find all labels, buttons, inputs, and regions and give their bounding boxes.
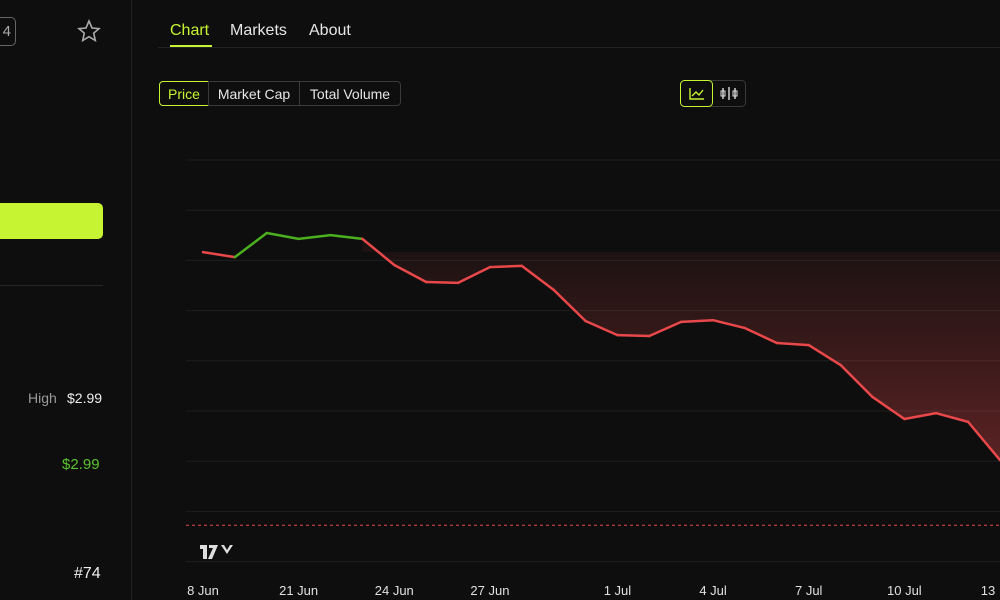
line-segment — [361, 237, 396, 267]
line-segment — [297, 233, 332, 241]
area — [362, 238, 1000, 461]
line-segment — [201, 250, 237, 259]
price: $2.99 — [62, 456, 100, 473]
action-button[interactable] — [0, 203, 103, 239]
x-tick-label: 7 Jul — [795, 583, 823, 598]
line-segment — [233, 231, 269, 259]
x-tick-label: 1 Jul — [604, 583, 632, 598]
tradingview-logo — [200, 545, 233, 559]
x-tick-label: 13 — [981, 583, 995, 598]
line-segment — [775, 341, 810, 347]
line-segment — [648, 320, 683, 338]
chart-mode-toggle[interactable] — [680, 80, 746, 107]
divider — [0, 285, 103, 286]
x-tick-label: 8 Jun — [187, 583, 219, 598]
line-segment — [552, 288, 587, 323]
line-segment — [584, 319, 619, 337]
line-segment — [520, 264, 555, 292]
line-segment — [903, 411, 938, 421]
rank: #74 — [74, 565, 101, 582]
x-tick-label: 27 Jun — [470, 583, 509, 598]
line-segment — [966, 420, 1000, 462]
line-segment — [424, 280, 460, 285]
line-segment — [265, 231, 300, 241]
line-segment — [679, 318, 715, 324]
star-icon[interactable] — [77, 19, 101, 43]
line-segment — [711, 318, 747, 330]
high-value: $2.99 — [67, 390, 103, 406]
metric-button[interactable]: Total Volume — [299, 81, 401, 106]
x-tick-label: 4 Jul — [699, 583, 727, 598]
line-segment — [488, 264, 524, 269]
x-tick-label: 10 Jul — [887, 583, 922, 598]
tab[interactable]: Chart — [170, 22, 210, 39]
tab[interactable]: Markets — [230, 22, 287, 39]
divider — [158, 47, 1000, 48]
line-segment — [934, 411, 970, 424]
high-label: High — [28, 390, 57, 406]
x-tick-label: 24 Jun — [375, 583, 414, 598]
line-segment — [456, 265, 492, 285]
line-segment — [871, 395, 906, 421]
line-segment — [807, 343, 842, 367]
line-segment — [743, 326, 779, 345]
badge: 4 — [0, 17, 16, 46]
tab[interactable]: About — [309, 22, 351, 39]
line-segment — [329, 233, 364, 241]
tab-underline — [170, 45, 212, 47]
line-segment — [616, 333, 651, 338]
line-segment — [393, 263, 428, 284]
line-segment — [839, 363, 874, 399]
x-tick-label: 21 Jun — [279, 583, 318, 598]
divider — [131, 0, 132, 600]
